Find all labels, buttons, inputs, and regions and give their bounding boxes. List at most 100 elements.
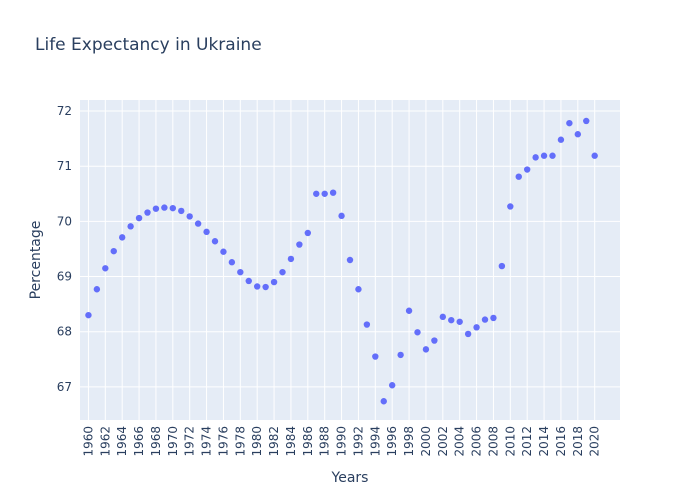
data-point [439,313,447,321]
x-tick-label: 1996 [385,426,399,457]
data-point [313,190,320,197]
data-point [481,316,489,323]
data-point [549,152,556,159]
data-point [414,329,421,336]
data-point [574,131,582,138]
x-tick-label: 1990 [335,426,349,457]
data-point [296,241,303,248]
data-point [507,203,514,210]
x-tick-label: 1992 [351,426,365,457]
x-tick-label: 2010 [503,426,517,457]
x-tick-label: 1960 [81,426,95,457]
x-tick-label: 1998 [402,426,416,457]
data-point [178,207,185,215]
x-tick-label: 1970 [166,426,180,457]
x-tick-label: 1962 [98,426,112,457]
x-axis-ticks: 1960 1962 1964 1966 1968 1970 1972 1974 1976 1978… [81,426,601,457]
data-point [388,382,396,389]
x-tick-label: 2000 [419,426,433,457]
data-point [566,119,573,127]
data-point [515,173,522,180]
data-point [397,351,404,359]
chart-title: Life Expectancy in Ukraine [35,35,262,55]
data-point [405,307,413,314]
x-tick-label: 1976 [216,426,230,457]
y-tick-label: 69 [57,270,72,284]
data-point [279,268,286,276]
data-point [161,204,168,211]
data-point [329,189,337,196]
data-point [346,256,354,264]
x-tick-label: 2014 [537,426,551,457]
x-tick-label: 2006 [470,426,484,457]
data-point [498,262,506,270]
x-tick-label: 1984 [284,426,298,457]
x-tick-label: 2004 [453,426,467,457]
x-tick-label: 1982 [267,426,281,457]
data-point [237,268,244,276]
data-point [321,190,328,197]
data-point [523,166,531,173]
y-tick-label: 72 [57,104,72,118]
data-point [431,337,438,344]
data-point [372,353,379,360]
data-point [186,213,193,220]
data-point [203,228,210,236]
y-axis-ticks: 67 68 69 70 71 72 [57,104,72,394]
data-point [135,214,143,222]
x-tick-label: 2016 [554,426,568,457]
x-tick-label: 1978 [233,426,247,457]
data-point [270,278,278,286]
data-point [464,330,472,338]
data-point [110,247,117,255]
data-point [211,238,219,245]
data-point [127,223,134,230]
data-point [304,229,312,237]
data-point [540,152,548,159]
data-point [85,311,92,319]
x-tick-label: 2018 [571,426,585,457]
data-point [152,205,160,212]
y-tick-label: 70 [57,214,72,228]
x-tick-label: 1974 [200,426,214,457]
data-point [456,318,463,325]
data-point [169,204,177,212]
data-point [448,316,455,324]
x-tick-label: 1964 [115,426,129,457]
data-points [85,117,598,405]
data-point [118,234,126,241]
data-point [262,283,269,291]
data-point [355,286,362,293]
x-tick-label: 1966 [132,426,146,457]
x-tick-label: 1972 [183,426,197,457]
x-tick-label: 2012 [520,426,534,457]
y-tick-label: 68 [57,325,72,339]
data-point [194,220,202,227]
data-point [228,259,236,266]
x-tick-label: 1994 [368,426,382,457]
data-point [93,286,101,293]
data-point [422,346,430,353]
data-point [253,283,261,290]
data-point [245,277,252,285]
data-point [338,212,345,220]
data-point [473,324,480,331]
x-tick-label: 2008 [486,426,500,457]
grid-lines [80,100,620,420]
data-point [220,248,227,255]
data-point [557,136,565,143]
x-tick-label: 2020 [588,426,602,457]
data-point [363,321,371,328]
x-tick-label: 1988 [318,426,332,457]
y-tick-label: 67 [57,380,72,394]
x-tick-label: 1986 [301,426,315,457]
x-tick-label: 1968 [149,426,163,457]
data-point [380,398,387,405]
data-point [583,117,590,125]
data-point [144,209,151,216]
data-point [287,255,295,263]
x-tick-label: 1980 [250,426,264,457]
data-point [591,152,598,159]
